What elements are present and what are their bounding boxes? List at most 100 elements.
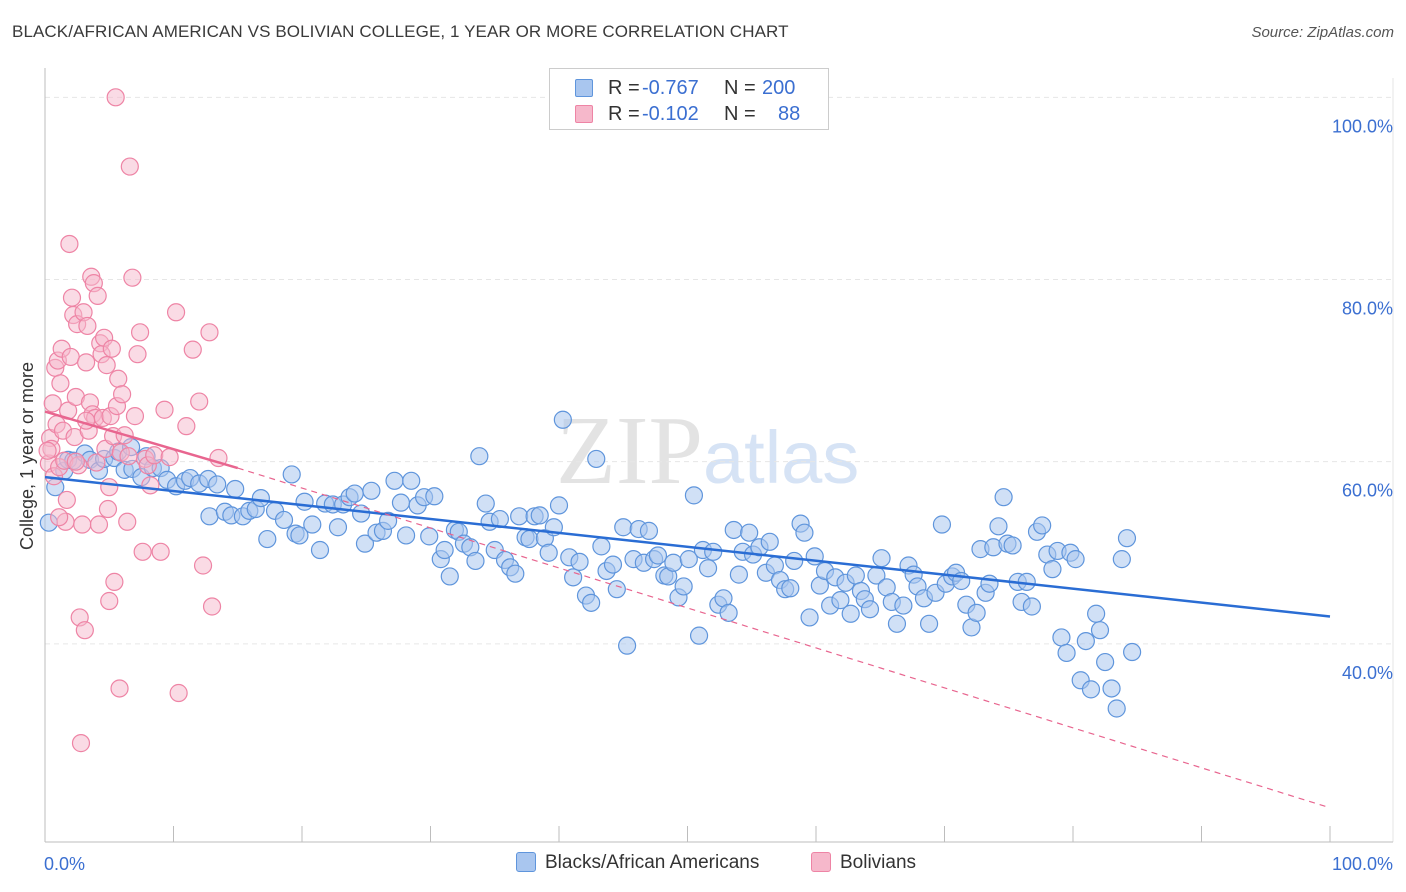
watermark-zip: ZIP xyxy=(556,397,703,505)
data-point-blacks xyxy=(698,559,718,578)
data-point-blacks xyxy=(846,566,865,585)
data-point-blacks xyxy=(684,486,704,505)
data-point-blacks xyxy=(476,494,495,513)
data-point-blacks xyxy=(689,626,709,645)
data-point-bolivians xyxy=(112,385,132,404)
data-point-bolivians xyxy=(120,157,139,176)
data-point-bolivians xyxy=(190,392,209,411)
source-label: Source: ZipAtlas.com xyxy=(1251,24,1394,41)
x-tick-label: 100.0% xyxy=(1332,854,1393,874)
data-point-bolivians xyxy=(97,356,116,375)
bottom-legend-swatch-blue xyxy=(516,852,536,872)
data-point-blacks xyxy=(391,493,411,512)
data-point-blacks xyxy=(200,507,219,526)
data-point-blacks xyxy=(1076,631,1095,651)
data-point-bolivians xyxy=(202,597,222,616)
data-point-blacks xyxy=(1043,560,1062,579)
data-point-bolivians xyxy=(105,572,124,591)
bottom-legend-blacks: Blacks/African Americans xyxy=(516,852,759,876)
data-point-blacks xyxy=(1066,550,1085,569)
data-point-blacks xyxy=(1096,652,1115,672)
data-point-blacks xyxy=(385,471,404,490)
data-point-blacks xyxy=(1090,621,1110,640)
data-point-bolivians xyxy=(133,542,152,561)
data-point-bolivians xyxy=(160,448,179,467)
data-point-blacks xyxy=(1033,516,1052,535)
legend-n-label: N = xyxy=(724,77,756,99)
data-point-bolivians xyxy=(166,303,186,322)
data-point-blacks xyxy=(425,487,444,506)
data-point-blacks xyxy=(760,532,779,551)
data-point-blacks xyxy=(1117,529,1137,548)
y-tick-label: 100.0% xyxy=(1332,116,1393,136)
data-point-blacks xyxy=(226,479,245,499)
data-point-bolivians xyxy=(109,369,128,388)
data-point-blacks xyxy=(506,564,525,583)
data-point-blacks xyxy=(1052,628,1071,647)
data-point-bolivians xyxy=(61,347,80,367)
data-point-blacks xyxy=(831,591,850,610)
data-point-blacks xyxy=(967,603,986,622)
data-point-bolivians xyxy=(169,683,188,703)
y-tick-label: 60.0% xyxy=(1342,481,1393,501)
legend-swatch-blue xyxy=(575,79,593,97)
watermark: ZIPatlas xyxy=(556,395,859,507)
data-point-blacks xyxy=(570,552,589,571)
data-point-bolivians xyxy=(57,490,76,510)
data-point-blacks xyxy=(989,517,1008,536)
data-point-blacks xyxy=(1087,604,1106,623)
data-point-blacks xyxy=(1081,680,1101,699)
data-point-blacks xyxy=(274,510,294,530)
data-point-bolivians xyxy=(38,441,57,460)
data-point-blacks xyxy=(614,518,633,537)
y-axis-title: College, 1 year or more xyxy=(17,362,37,550)
data-point-bolivians xyxy=(98,499,118,519)
data-point-blacks xyxy=(919,614,939,633)
data-point-blacks xyxy=(664,553,683,572)
data-point-blacks xyxy=(378,511,398,530)
data-point-blacks xyxy=(466,551,485,571)
data-point-blacks xyxy=(932,515,952,534)
data-point-bolivians xyxy=(183,340,202,359)
data-point-bolivians xyxy=(89,515,109,534)
bottom-legend-label: Blacks/African Americans xyxy=(545,852,760,873)
data-point-blacks xyxy=(345,484,364,503)
bottom-legend-bolivians: Bolivians xyxy=(811,852,916,876)
data-point-bolivians xyxy=(151,542,170,561)
data-point-bolivians xyxy=(177,417,196,436)
data-point-bolivians xyxy=(200,323,219,342)
data-point-blacks xyxy=(781,579,800,598)
data-point-blacks xyxy=(352,504,371,523)
data-point-blacks xyxy=(872,549,891,568)
data-point-bolivians xyxy=(125,407,145,426)
data-point-blacks xyxy=(539,543,558,562)
data-point-blacks xyxy=(1003,536,1022,555)
data-point-bolivians xyxy=(50,508,69,527)
data-point-blacks xyxy=(440,567,459,586)
data-point-blacks xyxy=(402,471,421,490)
legend-r-label: R = xyxy=(608,77,640,99)
legend-r-value: -0.767 xyxy=(642,77,699,99)
data-point-bolivians xyxy=(123,268,142,287)
data-point-bolivians xyxy=(66,452,85,471)
data-point-blacks xyxy=(618,636,637,655)
legend-swatch-pink xyxy=(575,105,593,123)
data-point-blacks xyxy=(420,527,439,546)
data-point-blacks xyxy=(303,515,322,534)
y-tick-label: 40.0% xyxy=(1342,663,1393,683)
data-point-blacks xyxy=(724,520,743,540)
data-point-bolivians xyxy=(77,353,96,372)
data-point-blacks xyxy=(582,593,601,612)
data-point-blacks xyxy=(435,540,454,560)
data-point-blacks xyxy=(355,534,375,553)
bottom-legend-swatch-pink xyxy=(811,852,831,872)
data-point-blacks xyxy=(553,410,572,429)
data-point-bolivians xyxy=(155,400,174,419)
data-point-blacks xyxy=(1112,550,1131,569)
data-point-blacks xyxy=(564,568,583,587)
data-point-blacks xyxy=(251,488,270,508)
data-point-bolivians xyxy=(106,88,125,107)
data-point-bolivians xyxy=(110,679,129,698)
data-point-blacks xyxy=(592,537,611,556)
data-point-bolivians xyxy=(73,515,92,534)
